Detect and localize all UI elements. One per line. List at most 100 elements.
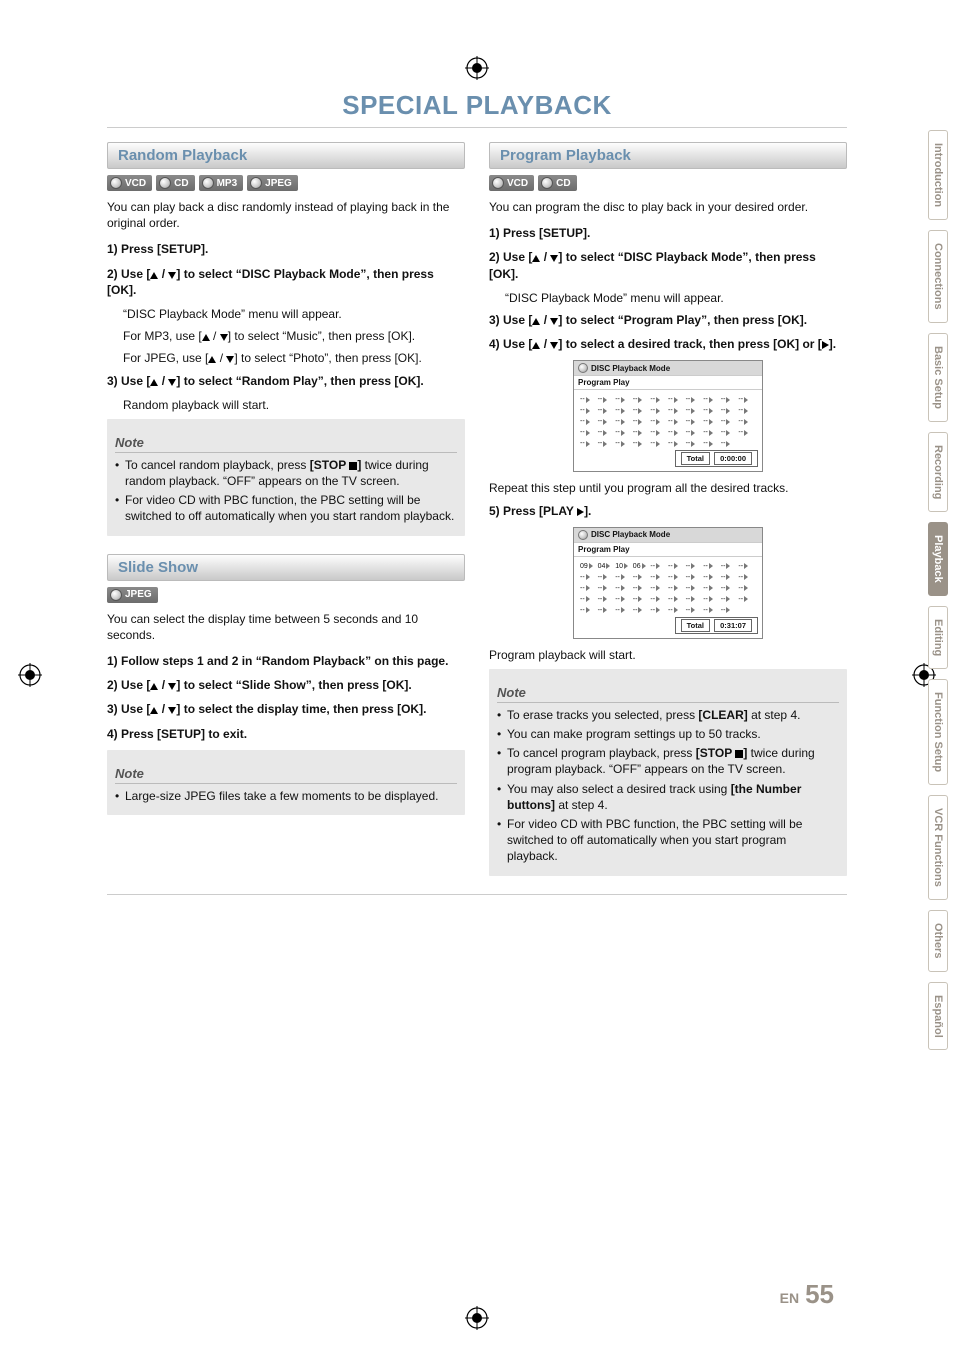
step-sub: For JPEG, use [ / ] to select “Photo”, t… <box>123 350 465 366</box>
program-slot: -- <box>668 429 686 436</box>
divider <box>107 894 847 895</box>
side-tab[interactable]: Recording <box>928 432 948 512</box>
program-slot: -- <box>668 418 686 425</box>
program-slot: -- <box>633 574 651 581</box>
program-slot: -- <box>668 440 686 447</box>
program-slot: -- <box>686 396 704 403</box>
program-slot: -- <box>738 396 756 403</box>
program-slot: -- <box>615 574 633 581</box>
osd-total: Total 0:00:00 <box>574 450 762 471</box>
program-slot: -- <box>703 440 721 447</box>
section-heading-slide: Slide Show <box>107 554 465 581</box>
osd-panel: DISC Playback Mode Program Play --------… <box>573 360 763 472</box>
osd-subtitle: Program Play <box>574 542 762 557</box>
note-box: Note To cancel random playback, press [S… <box>107 419 465 536</box>
program-slot: -- <box>721 563 739 570</box>
program-slot: -- <box>668 563 686 570</box>
osd-panel: DISC Playback Mode Program Play 09041006… <box>573 527 763 639</box>
format-badges: VCDCD <box>489 175 847 191</box>
program-slot: -- <box>668 574 686 581</box>
format-badge: JPEG <box>247 175 298 191</box>
program-slot: -- <box>615 407 633 414</box>
program-slot: -- <box>721 396 739 403</box>
program-slot: -- <box>615 596 633 603</box>
step: 4) Use [ / ] to select a desired track, … <box>489 336 847 352</box>
program-slot: -- <box>703 596 721 603</box>
step-sub: “DISC Playback Mode” menu will appear. <box>505 290 847 306</box>
program-slot: -- <box>580 396 598 403</box>
program-slot: 06 <box>633 563 651 570</box>
step: 3) Use [ / ] to select “Random Play”, th… <box>107 373 465 389</box>
print-mark-icon <box>465 1306 489 1330</box>
page-number: EN55 <box>780 1279 834 1310</box>
side-tab[interactable]: Editing <box>928 606 948 669</box>
program-slot: -- <box>686 429 704 436</box>
step: 1) Press [SETUP]. <box>107 241 465 257</box>
program-slot: -- <box>615 607 633 614</box>
side-tab[interactable]: Introduction <box>928 130 948 220</box>
program-slot: -- <box>633 585 651 592</box>
step: 2) Use [ / ] to select “DISC Playback Mo… <box>107 266 465 298</box>
note-item: You may also select a desired track usin… <box>497 781 839 813</box>
step: 1) Press [SETUP]. <box>489 225 847 241</box>
program-slot: -- <box>598 585 616 592</box>
program-slot: -- <box>686 418 704 425</box>
program-slot: -- <box>738 407 756 414</box>
program-slot: -- <box>668 596 686 603</box>
program-slot: -- <box>668 585 686 592</box>
program-slot: -- <box>703 574 721 581</box>
format-badge: VCD <box>107 175 152 191</box>
program-slot: -- <box>580 429 598 436</box>
program-slot: -- <box>598 596 616 603</box>
note-item: Large-size JPEG files take a few moments… <box>115 788 457 804</box>
program-slot: -- <box>738 563 756 570</box>
side-tab[interactable]: Function Setup <box>928 679 948 785</box>
program-slot: -- <box>633 596 651 603</box>
program-slot: -- <box>650 563 668 570</box>
step: 5) Press [PLAY ]. <box>489 503 847 519</box>
program-slot: -- <box>580 596 598 603</box>
program-slot: -- <box>703 407 721 414</box>
program-slot: -- <box>580 407 598 414</box>
note-item: For video CD with PBC function, the PBC … <box>497 816 839 865</box>
program-slot: -- <box>598 607 616 614</box>
program-slot: -- <box>650 585 668 592</box>
program-slot: -- <box>738 596 756 603</box>
format-badge: CD <box>538 175 576 191</box>
format-badge: JPEG <box>107 587 158 603</box>
program-slot: -- <box>598 429 616 436</box>
program-slot: -- <box>721 407 739 414</box>
program-slot: -- <box>686 407 704 414</box>
side-tab[interactable]: Connections <box>928 230 948 323</box>
intro-text: You can play back a disc randomly instea… <box>107 199 465 231</box>
program-slot: 10 <box>615 563 633 570</box>
program-slot: -- <box>633 607 651 614</box>
program-slot: -- <box>738 585 756 592</box>
disc-icon <box>110 177 122 189</box>
program-slot: -- <box>650 429 668 436</box>
program-slot: -- <box>703 563 721 570</box>
step: 3) Use [ / ] to select the display time,… <box>107 701 465 717</box>
program-slot: -- <box>650 418 668 425</box>
step: 2) Use [ / ] to select “DISC Playback Mo… <box>489 249 847 281</box>
section-heading-program: Program Playback <box>489 142 847 169</box>
program-slot: -- <box>686 440 704 447</box>
program-slot: -- <box>738 574 756 581</box>
program-slot: -- <box>721 429 739 436</box>
program-slot: -- <box>580 607 598 614</box>
side-tab[interactable]: Playback <box>928 522 948 596</box>
program-slot: -- <box>633 429 651 436</box>
disc-icon <box>541 177 553 189</box>
program-slot: -- <box>703 429 721 436</box>
side-tab[interactable]: VCR Functions <box>928 795 948 900</box>
program-slot: -- <box>580 574 598 581</box>
side-tabs: Introduction Connections Basic Setup Record… <box>876 130 948 1050</box>
side-tab[interactable]: Español <box>928 982 948 1051</box>
program-slot: -- <box>615 585 633 592</box>
note-heading: Note <box>497 685 839 703</box>
program-slot: -- <box>650 407 668 414</box>
program-slot: -- <box>668 407 686 414</box>
note-heading: Note <box>115 766 457 784</box>
side-tab[interactable]: Basic Setup <box>928 333 948 422</box>
side-tab[interactable]: Others <box>928 910 948 971</box>
